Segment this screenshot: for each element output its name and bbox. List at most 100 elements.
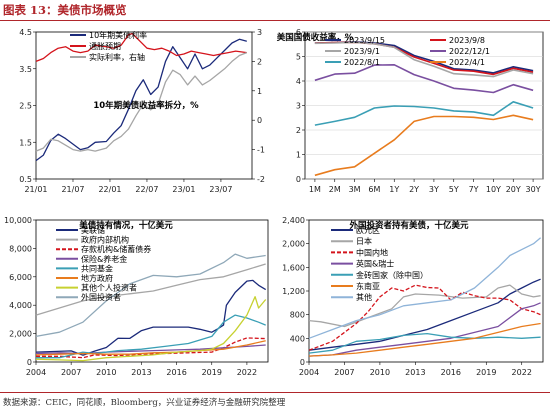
legend-label: 2023/9/15 xyxy=(344,36,385,45)
figure-footer: 数据来源：CEIC，同花顺，Bloomberg，兴业证券经济与金融研究院整理 xyxy=(0,392,550,411)
y-tick-label: 2.5 xyxy=(19,102,32,111)
x-tick-label: 5Y xyxy=(449,185,459,194)
series-line xyxy=(314,64,534,94)
y-tick-label: 800 xyxy=(290,311,305,320)
x-tick-label: 2010 xyxy=(96,368,116,377)
x-tick-label: 23/07 xyxy=(209,185,232,194)
series-line xyxy=(314,114,534,177)
x-tick-label: 2019 xyxy=(476,368,496,377)
series-line xyxy=(35,296,267,362)
y-tick-label: 3 xyxy=(296,102,301,111)
series-line xyxy=(308,302,541,357)
y-tick-label: 3.5 xyxy=(19,65,32,74)
series-line xyxy=(35,38,247,162)
y-tick-label: 6,000 xyxy=(9,273,32,282)
x-tick-label: 2022 xyxy=(237,368,257,377)
x-tick-label: 7Y xyxy=(469,185,479,194)
series-line xyxy=(35,344,266,355)
x-tick-label: 3Y xyxy=(429,185,439,194)
x-tick-label: 2004 xyxy=(26,368,46,377)
legend-label: 2022/4/1 xyxy=(449,58,485,67)
y-right-tick-label: 3 xyxy=(257,28,262,37)
chart-yield-curve: 0 1 2 3 4 5 6 1M 2M 3M 6M 1Y 2Y 3Y 5Y 7Y 10Y 20Y 30Y 美国国债收益… xyxy=(277,28,544,194)
legend-label: 政府内部机构 xyxy=(81,235,129,245)
legend-label: 欧元区 xyxy=(356,225,380,235)
x-tick-label: 2M xyxy=(329,185,341,194)
source-note: 数据来源：CEIC，同花顺，Bloomberg，兴业证券经济与金融研究院整理 xyxy=(3,398,286,408)
x-tick-label: 3M xyxy=(349,185,361,194)
y-tick-label: 1.5 xyxy=(19,138,32,147)
y-tick-label: 0.5 xyxy=(19,175,32,184)
figure-header: 图表 13：美债市场概览 xyxy=(0,0,550,21)
legend-label: 通胀预期 xyxy=(89,41,121,51)
x-tick-label: 10Y xyxy=(486,185,501,194)
x-tick-label: 2010 xyxy=(370,368,390,377)
chart-title: 10年期美债收益率拆分，% xyxy=(93,100,199,111)
x-tick-label: 21/01 xyxy=(24,185,47,194)
y-tick-label: 6 xyxy=(296,28,301,37)
series-line xyxy=(35,32,247,63)
y-right-tick-label: -1 xyxy=(257,146,265,155)
legend-label: 地方政府 xyxy=(81,273,113,283)
x-tick-label: 20Y xyxy=(506,185,521,194)
series-line xyxy=(308,284,541,328)
x-tick-label: 1M xyxy=(309,185,321,194)
y-tick-label: 0 xyxy=(300,358,305,367)
series-line xyxy=(35,340,266,356)
y-right-tick-label: -2 xyxy=(257,175,265,184)
legend-label: 实际利率，右轴 xyxy=(89,52,145,62)
legend-label: 共同基金 xyxy=(81,263,113,273)
chart-foreign-holdings: 0 400 800 1,200 1,600 2,000 2,400 2004 2007 2010 2… xyxy=(282,216,544,377)
series-line xyxy=(35,253,266,338)
y-tick-label: 2,400 xyxy=(282,216,305,225)
legend-label: 东南亚 xyxy=(356,281,380,291)
legend-label: 2023/9/8 xyxy=(449,36,485,45)
y-tick-label: 5 xyxy=(296,53,301,62)
legend-label: 金砖国家（除中国） xyxy=(356,270,428,280)
x-tick-label: 1Y xyxy=(389,185,399,194)
x-tick-label: 2016 xyxy=(166,368,186,377)
legend-label: 中国内地 xyxy=(356,247,388,257)
x-tick-label: 6M xyxy=(368,185,380,194)
y-tick-label: 8,000 xyxy=(9,244,32,253)
x-tick-label: 2016 xyxy=(441,368,461,377)
legend-label: 2023/9/1 xyxy=(344,47,380,56)
series-line xyxy=(308,278,541,351)
y-tick-label: 2,000 xyxy=(9,330,32,339)
y-tick-label: 1 xyxy=(296,151,301,160)
y-tick-label: 4.5 xyxy=(19,28,32,37)
y-tick-label: 1,200 xyxy=(282,287,305,296)
y-right-tick-label: 0 xyxy=(257,116,262,125)
y-right-tick-label: 1 xyxy=(257,87,262,96)
x-tick-label: 2Y xyxy=(409,185,419,194)
x-tick-label: 22/01 xyxy=(98,185,121,194)
series-line xyxy=(314,41,534,78)
y-tick-label: 0 xyxy=(27,358,32,367)
x-tick-label: 2007 xyxy=(61,368,81,377)
x-tick-label: 2013 xyxy=(131,368,151,377)
chart-title: 美国国债收益率，% xyxy=(277,32,354,43)
chart-title: 美债持有情况，十亿美元 xyxy=(79,220,173,231)
series-line xyxy=(308,322,541,357)
x-tick-label: 21/07 xyxy=(61,185,84,194)
series-line xyxy=(35,263,266,316)
legend-label: 日本 xyxy=(356,236,372,246)
y-tick-label: 0 xyxy=(296,175,301,184)
series-line xyxy=(314,101,534,126)
legend-label: 其他 xyxy=(356,292,372,302)
x-tick-label: 2019 xyxy=(202,368,222,377)
x-tick-label: 2022 xyxy=(512,368,532,377)
x-tick-label: 23/01 xyxy=(172,185,195,194)
legend-label: 2022/12/1 xyxy=(449,47,490,56)
legend-label: 存款机构&储蓄债券 xyxy=(81,244,151,254)
series-line xyxy=(35,279,267,356)
plot-frame xyxy=(35,219,269,363)
legend-label: 2022/8/1 xyxy=(344,58,380,67)
x-tick-label: 30Y xyxy=(526,185,541,194)
legend-label: 10年期美债利率 xyxy=(89,30,147,40)
legend-label: 保险&养老金 xyxy=(81,254,127,264)
y-tick-label: 4,000 xyxy=(9,301,32,310)
legend-label: 其他个人投资者 xyxy=(81,283,137,293)
figure-title: 图表 13：美债市场概览 xyxy=(3,3,127,17)
y-tick-label: 400 xyxy=(290,334,305,343)
